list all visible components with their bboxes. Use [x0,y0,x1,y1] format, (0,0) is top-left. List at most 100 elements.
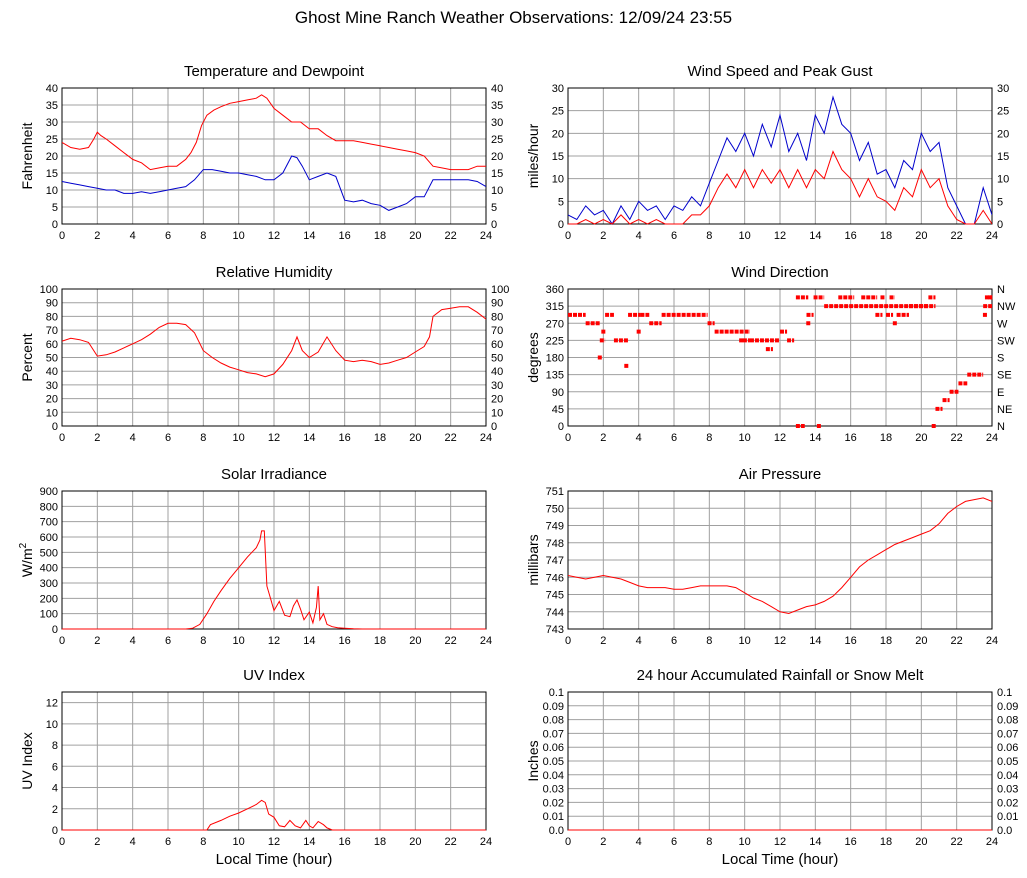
x-tick-label: 2 [94,432,100,444]
x-tick-label: 22 [445,836,457,848]
y-tick-label: 20 [46,394,58,406]
y-tick-label-right: 0.03 [997,784,1018,796]
x-tick-label: 18 [880,635,892,647]
x-tick-label: 24 [480,635,492,647]
x-tick-label: 2 [94,836,100,848]
y-tick-label: 15 [552,151,564,163]
y-tick-label: 360 [546,284,564,296]
y-tick-label: 15 [46,168,58,180]
y-tick-label: 35 [46,100,58,112]
plot-frame [567,87,993,225]
chart-title: Wind Direction [731,264,829,281]
y-tick-label: 10 [46,719,58,731]
y-tick-label: 500 [40,547,58,559]
y-tick-label: 0.1 [549,687,564,699]
x-tick-label: 22 [445,635,457,647]
x-tick-label: 2 [600,230,606,242]
x-tick-label: 6 [671,230,677,242]
direction-point [892,321,897,326]
y-tick-label: 600 [40,532,58,544]
x-tick-label: 4 [636,836,642,848]
x-tick-label: 12 [774,432,786,444]
x-tick-label: 16 [845,836,857,848]
y-tick-label-right: 0.07 [997,728,1018,740]
y-tick-label: 0.06 [543,742,564,754]
series-line-wind-1 [568,150,992,225]
series-line-pressure-0 [568,497,992,615]
y-tick-label: 0.03 [543,784,564,796]
y-tick-label: 748 [546,538,564,550]
y-tick-label-right: 0.0 [997,825,1012,837]
y-tick-label: 743 [546,624,564,636]
x-axis-label: Local Time (hour) [722,851,839,868]
y-tick-label-right: 20 [997,128,1009,140]
x-tick-label: 22 [445,432,457,444]
x-tick-label: 22 [951,635,963,647]
y-tick-label-right: 10 [491,407,503,419]
chart-title: 24 hour Accumulated Rainfall or Snow Mel… [637,667,925,684]
y-axis-label: Inches [525,740,541,781]
x-tick-label: 16 [339,230,351,242]
x-tick-label: 18 [880,432,892,444]
x-tick-label: 8 [200,432,206,444]
x-tick-label: 4 [130,230,136,242]
x-tick-label: 22 [445,230,457,242]
y-tick-label-right: 5 [997,196,1003,208]
y-tick-label: 25 [552,106,564,118]
y-tick-label: 315 [546,301,564,313]
x-tick-label: 6 [165,230,171,242]
x-tick-label: 20 [409,836,421,848]
x-tick-label: 24 [986,635,998,647]
y-tick-label: 0.0 [549,825,564,837]
x-tick-label: 22 [951,836,963,848]
y-tick-label: 100 [40,609,58,621]
plot-frame [61,691,487,831]
y-tick-label-right: 40 [491,366,503,378]
y-tick-label: 25 [46,134,58,146]
x-tick-label: 6 [165,432,171,444]
y-tick-label: 20 [46,151,58,163]
x-tick-label: 24 [480,432,492,444]
y-tick-label: 0.09 [543,701,564,713]
x-tick-label: 10 [739,836,751,848]
y-tick-label: 60 [46,339,58,351]
x-tick-label: 10 [739,432,751,444]
x-tick-label: 24 [480,836,492,848]
y-tick-label: 225 [546,335,564,347]
x-tick-label: 4 [130,432,136,444]
y-axis-label-superscript: 2 [18,542,29,548]
y-tick-label-right: S [997,353,1004,365]
x-tick-label: 10 [233,230,245,242]
chart-title: Temperature and Dewpoint [184,63,365,80]
x-tick-label: 12 [774,836,786,848]
y-tick-label: 745 [546,590,564,602]
y-tick-label-right: 50 [491,353,503,365]
x-tick-label: 6 [671,836,677,848]
x-tick-label: 12 [774,230,786,242]
y-tick-label: 270 [546,318,564,330]
x-tick-label: 16 [845,635,857,647]
y-tick-label-right: 25 [997,106,1009,118]
y-tick-label: 0.01 [543,811,564,823]
x-tick-label: 4 [130,635,136,647]
x-tick-label: 10 [233,432,245,444]
y-tick-label: 20 [552,128,564,140]
x-tick-label: 24 [986,432,998,444]
y-tick-label: 300 [40,578,58,590]
y-tick-label: 30 [552,83,564,95]
direction-point [806,321,811,326]
x-tick-label: 8 [200,836,206,848]
y-tick-label: 0.04 [543,770,564,782]
x-tick-label: 18 [880,836,892,848]
x-tick-label: 14 [303,836,315,848]
x-tick-label: 16 [339,432,351,444]
y-axis-label: millibars [525,534,541,585]
y-tick-label: 0.05 [543,756,564,768]
y-tick-label: 900 [40,486,58,498]
y-tick-label: 180 [546,353,564,365]
y-tick-label: 30 [46,117,58,129]
